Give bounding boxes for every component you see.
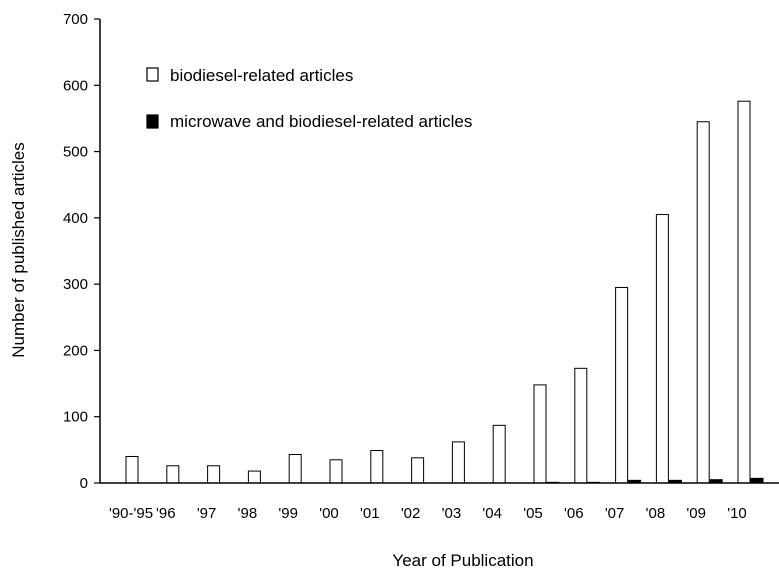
- axes-layer: [99, 19, 779, 484]
- legend-label-biodiesel: biodiesel-related articles: [170, 66, 353, 85]
- y-tick-label: 400: [63, 210, 88, 227]
- x-tick-label: '02: [401, 505, 421, 522]
- x-tick-label: '07: [605, 505, 625, 522]
- bar-biodiesel: [533, 384, 547, 484]
- x-tick-label: '04: [482, 505, 502, 522]
- bar-biodiesel: [329, 459, 343, 484]
- x-axis-title: Year of Publication: [392, 551, 533, 570]
- x-tick-label: '10: [727, 505, 747, 522]
- x-tick-label: '06: [564, 505, 584, 522]
- y-tick-label: 200: [63, 342, 88, 359]
- bar-biodiesel: [207, 465, 221, 484]
- bar-biodiesel: [370, 450, 384, 484]
- x-tick-label: '05: [523, 505, 543, 522]
- x-tick-label: '01: [360, 505, 380, 522]
- x-tick-label: '00: [319, 505, 339, 522]
- y-tick-label: 600: [63, 77, 88, 94]
- bar-biodiesel: [696, 121, 710, 484]
- bar-biodiesel: [451, 441, 465, 484]
- bar-biodiesel: [247, 470, 261, 484]
- bar-biodiesel: [492, 424, 506, 484]
- y-ticks: 0 100 200 300 400 500 600 700: [63, 11, 100, 492]
- x-tick-label: '99: [278, 505, 298, 522]
- x-tick-label: '97: [197, 505, 217, 522]
- x-tick-label: '90-'95: [109, 505, 153, 522]
- bar-biodiesel: [288, 453, 302, 484]
- x-tick-label: '09: [686, 505, 706, 522]
- bars-layer: [125, 100, 764, 484]
- y-tick-label: 500: [63, 144, 88, 161]
- x-tick-label: '08: [646, 505, 666, 522]
- x-ticks: '90-'95'96 '97 '98 '99 '00 '01 '02 '03 '04 '05 '06…: [109, 505, 747, 522]
- bar-biodiesel: [737, 100, 751, 484]
- bar-biodiesel: [166, 465, 180, 484]
- x-tick-label: '98: [238, 505, 258, 522]
- bar-biodiesel: [411, 457, 425, 484]
- legend-swatch-microwave: [146, 114, 159, 129]
- x-tick-label: '96: [156, 505, 176, 522]
- y-tick-label: 700: [63, 11, 88, 28]
- y-tick-label: 0: [80, 475, 88, 492]
- bar-biodiesel: [615, 286, 629, 484]
- x-tick-label: '03: [442, 505, 462, 522]
- bar-biodiesel: [125, 455, 139, 484]
- legend-label-microwave: microwave and biodiesel-related articles: [170, 112, 472, 131]
- legend-swatch-biodiesel: [146, 67, 159, 82]
- bar-biodiesel: [655, 214, 669, 484]
- y-axis-title: Number of published articles: [9, 142, 28, 357]
- y-tick-label: 300: [63, 276, 88, 293]
- bar-biodiesel: [574, 367, 588, 484]
- y-tick-label: 100: [63, 409, 88, 426]
- legend: biodiesel-related articles microwave and…: [146, 66, 472, 131]
